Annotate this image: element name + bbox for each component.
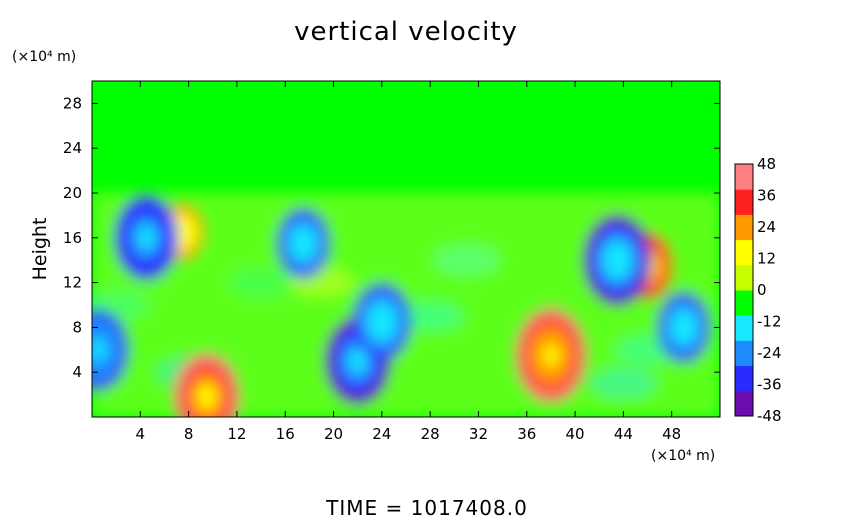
plot-frame [91, 80, 721, 418]
y-tick-label: 16 [63, 229, 82, 247]
x-tick-label: 36 [517, 425, 536, 443]
colorbar-swatch [735, 365, 753, 392]
x-tick-label: 48 [662, 425, 681, 443]
colorbar-swatch [735, 340, 753, 367]
colorbar-tick-label: -12 [757, 313, 782, 331]
colorbar-tick-label: 12 [757, 250, 776, 268]
x-tick-label: 28 [421, 425, 440, 443]
y-unit-label: (×10⁴ m) [12, 49, 76, 65]
x-tick-label: 44 [614, 425, 633, 443]
updraft-cell [515, 307, 587, 403]
velocity-field [92, 193, 720, 417]
field-patch [227, 266, 296, 299]
x-tick-label: 16 [276, 425, 295, 443]
y-tick-label: 4 [72, 363, 82, 381]
y-tick-label: 24 [63, 139, 82, 157]
colorbar-tick-label: 0 [757, 281, 767, 299]
y-axis-label: Height [29, 218, 51, 281]
time-footer: TIME = 1017408.0 [325, 496, 528, 519]
y-tick-label: 8 [72, 318, 82, 336]
x-tick-label: 20 [324, 425, 343, 443]
field-patch [396, 300, 465, 333]
colorbar-swatch [735, 290, 753, 316]
colorbar-swatch [735, 214, 753, 241]
x-axis: 4 8 12 16 20 24 28 32 36 40 44 48 [136, 81, 681, 443]
x-tick-label: 4 [136, 425, 146, 443]
downdraft-cell [277, 208, 330, 279]
colorbar-tick-label: 48 [757, 155, 776, 173]
x-tick-label: 40 [566, 425, 585, 443]
x-unit-label: (×10⁴ m) [651, 448, 715, 464]
x-tick-label: 32 [469, 425, 488, 443]
downdraft-cell [352, 283, 411, 361]
colorbar-swatch [735, 164, 753, 190]
colorbar-tick-label: -36 [757, 376, 782, 394]
colorbar: 48 36 24 12 0 -12 -24 -36 -48 [734, 155, 782, 425]
colorbar-frame [734, 163, 754, 417]
plot-area [92, 81, 720, 417]
colorbar-tick-label: -24 [757, 344, 782, 362]
downdraft-cell [92, 309, 129, 391]
updraft-cell [173, 352, 240, 417]
x-tick-label: 12 [227, 425, 246, 443]
downdraft-cell [657, 292, 711, 363]
field-patch [589, 367, 658, 400]
colorbar-swatch [735, 390, 753, 417]
y-tick-label: 20 [63, 184, 82, 202]
colorbar-swatch [735, 239, 753, 266]
colorbar-swatch [735, 189, 753, 215]
colorbar-swatch [735, 315, 753, 341]
colorbar-tick-label: 36 [757, 187, 776, 205]
x-tick-label: 8 [184, 425, 194, 443]
downdraft-cell [582, 214, 652, 306]
chart-title: vertical velocity [294, 17, 518, 47]
colorbar-tick-label: -48 [757, 407, 782, 425]
y-axis: 4 8 12 16 20 24 28 [63, 94, 720, 381]
y-tick-label: 12 [63, 274, 82, 292]
field-patch [432, 244, 501, 277]
downdraft-cell [114, 195, 178, 280]
x-tick-label: 24 [372, 425, 391, 443]
colorbar-swatch [735, 264, 753, 291]
y-tick-label: 28 [63, 94, 82, 112]
colorbar-tick-label: 24 [757, 218, 776, 236]
